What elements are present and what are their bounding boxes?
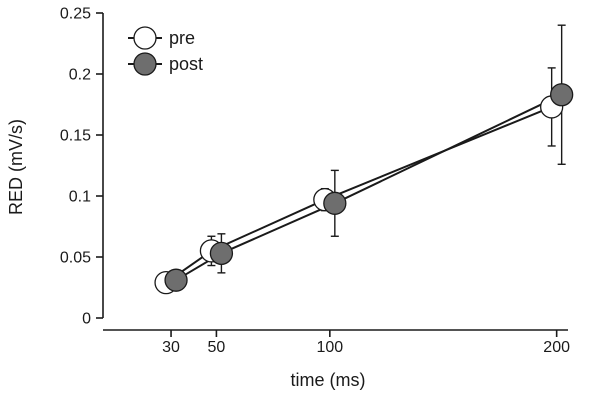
data-point-post [550,83,574,107]
x-axis-label: time (ms) [291,370,366,390]
axes: 0 0.05 0.1 0.15 0.2 0.25 30 50 100 200 [60,6,570,357]
legend-marker-pre [133,26,157,50]
series-layer [154,24,574,295]
legend: pre post [128,26,203,76]
data-point-post [209,241,234,265]
data-point-post [323,191,347,215]
data-point-post [164,268,188,292]
y-tick-label: 0.25 [60,6,91,23]
legend-label-post: post [169,54,203,74]
x-tick-label: 30 [162,339,180,356]
y-tick-label: 0.1 [69,189,91,206]
legend-marker-post [133,52,157,76]
y-tick-label: 0 [82,311,91,328]
y-tick-label: 0.2 [69,67,91,84]
y-tick-label: 0.15 [60,128,91,145]
series-line-post [175,93,563,282]
legend-label-pre: pre [169,28,195,48]
x-tick-label: 100 [316,339,343,356]
x-tick-label: 200 [543,339,570,356]
y-tick-label: 0.05 [60,250,91,267]
y-axis-label: RED (mV/s) [6,119,26,215]
x-tick-label: 50 [208,339,226,356]
